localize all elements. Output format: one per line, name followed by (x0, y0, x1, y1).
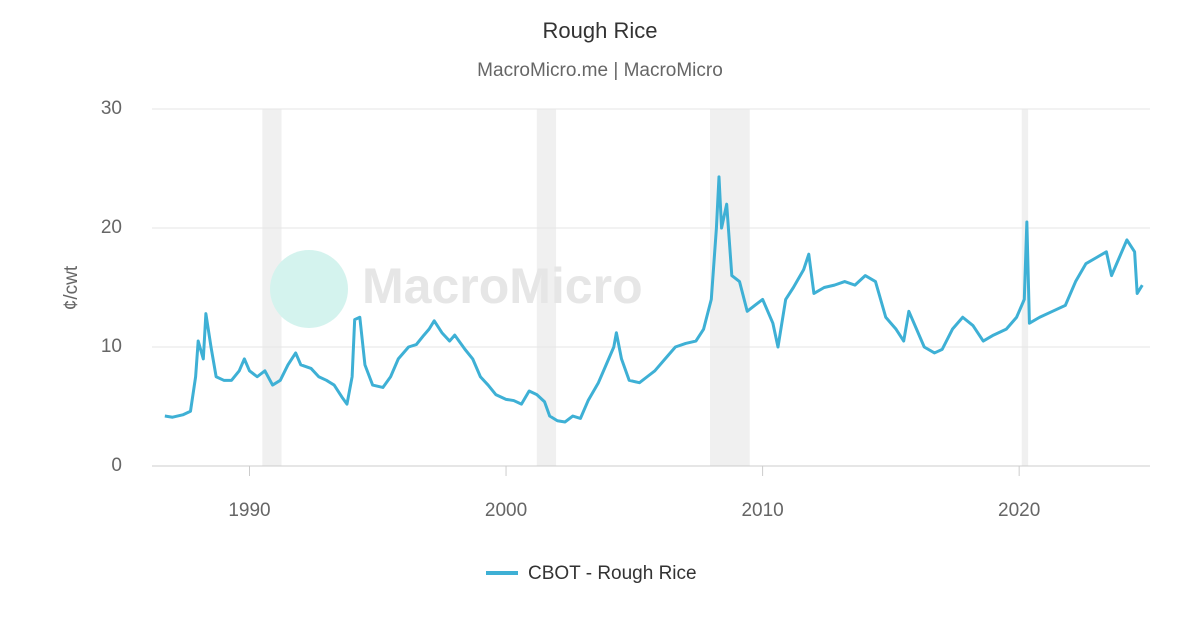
x-tick-label: 2000 (485, 500, 527, 521)
x-tick-label: 2010 (741, 500, 783, 521)
y-axis-label: ¢/cwt (61, 265, 82, 310)
chart-subtitle: MacroMicro.me | MacroMicro (477, 60, 723, 81)
data-line (164, 175, 1144, 424)
chart-title: Rough Rice (543, 18, 658, 43)
shaded-range (710, 109, 750, 466)
x-tick-label: 2020 (998, 500, 1040, 521)
y-tick-label: 30 (101, 98, 122, 119)
y-tick-label: 10 (101, 336, 122, 357)
legend-label: CBOT - Rough Rice (528, 563, 697, 584)
y-tick-label: 0 (111, 455, 122, 476)
y-tick-label: 20 (101, 217, 122, 238)
watermark-logo (270, 250, 348, 328)
x-tick-label: 1990 (228, 500, 270, 521)
watermark: MacroMicro (362, 258, 643, 314)
shaded-range (536, 109, 557, 466)
